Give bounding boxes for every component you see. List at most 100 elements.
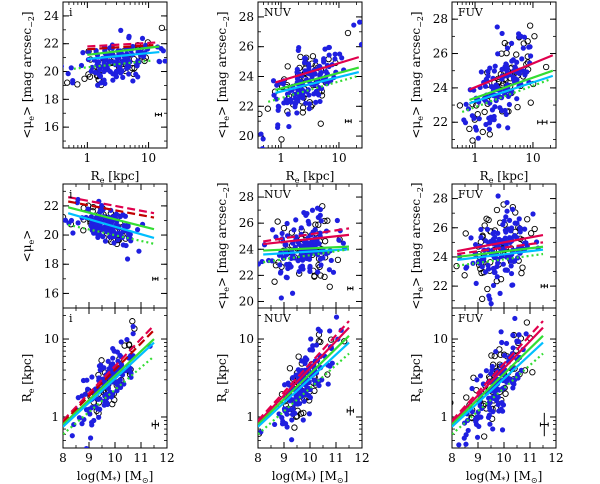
filled-point bbox=[283, 97, 289, 103]
filled-point bbox=[136, 248, 142, 254]
fit-line-blue-solid bbox=[452, 341, 544, 428]
y-tick-label: 10 bbox=[433, 332, 448, 346]
x-tick-label: 11 bbox=[522, 451, 537, 465]
y-tick-label: 28 bbox=[239, 190, 254, 204]
filled-point bbox=[498, 329, 504, 335]
y-tick-label: 20 bbox=[44, 228, 59, 242]
filled-point bbox=[514, 338, 520, 344]
plot-frame bbox=[62, 1, 168, 149]
filled-point bbox=[115, 358, 121, 364]
error-bar bbox=[347, 286, 354, 291]
filled-point bbox=[489, 367, 495, 373]
filled-point bbox=[78, 62, 85, 69]
fit-line-red-solid bbox=[469, 54, 554, 91]
panel-p33: 8 9 10 11 12 1 10 FUV log(M*) [M⊙] Re [kpc] bbox=[409, 307, 564, 484]
filled-point bbox=[118, 339, 124, 345]
fit-line-blue-solid bbox=[457, 248, 544, 261]
filled-point bbox=[303, 100, 309, 106]
filled-point bbox=[325, 381, 331, 387]
filled-point bbox=[130, 323, 136, 330]
filled-point bbox=[117, 70, 124, 76]
filled-point bbox=[63, 217, 69, 223]
filled-point bbox=[500, 221, 506, 228]
filled-point bbox=[323, 68, 329, 75]
filled-point bbox=[134, 227, 141, 233]
filled-point bbox=[118, 362, 125, 368]
filled-point bbox=[332, 51, 338, 57]
filled-point bbox=[363, 37, 368, 42]
open-point bbox=[461, 272, 468, 279]
x-tick-label: 11 bbox=[133, 451, 148, 465]
filled-point bbox=[304, 356, 310, 363]
filled-point bbox=[469, 385, 475, 392]
filled-point bbox=[463, 441, 469, 447]
panel-p23: 22 24 26 28 FUV <μe> [mag arcsec−2] bbox=[409, 182, 557, 310]
band-label: FUV bbox=[458, 6, 484, 19]
filled-point bbox=[111, 240, 117, 246]
fit-line-green-solid bbox=[263, 245, 350, 252]
y-tick-label: 24 bbox=[239, 242, 255, 256]
filled-point bbox=[333, 314, 340, 320]
fit-lines bbox=[63, 324, 155, 436]
y-tick-label: 28 bbox=[239, 10, 254, 24]
filled-point bbox=[472, 242, 479, 248]
open-point bbox=[280, 224, 288, 232]
filled-point bbox=[497, 290, 503, 296]
filled-point bbox=[327, 363, 333, 369]
filled-point bbox=[496, 236, 502, 242]
open-point bbox=[456, 102, 464, 109]
fit-line-green-solid bbox=[63, 338, 155, 426]
filled-point bbox=[120, 74, 126, 81]
fit-line-red-dashed bbox=[452, 320, 544, 422]
filled-point bbox=[282, 382, 288, 388]
x-tick-label: 10 bbox=[496, 451, 511, 465]
fit-line-green-solid bbox=[87, 45, 160, 56]
filled-point bbox=[503, 229, 509, 235]
open-point bbox=[481, 108, 488, 116]
open-point bbox=[527, 22, 534, 29]
y-tick-label: 22 bbox=[433, 279, 448, 293]
filled-point bbox=[516, 332, 522, 338]
x-axis-label: Re [kpc] bbox=[480, 169, 529, 185]
filled-point bbox=[340, 240, 346, 246]
scatter-points bbox=[258, 19, 368, 148]
filled-point bbox=[276, 104, 282, 110]
filled-point bbox=[293, 217, 299, 223]
y-tick-label: 18 bbox=[44, 92, 59, 106]
filled-point bbox=[115, 382, 121, 388]
filled-point bbox=[508, 263, 514, 269]
filled-point bbox=[126, 71, 132, 77]
filled-point bbox=[308, 336, 314, 342]
open-point bbox=[317, 120, 324, 127]
open-point bbox=[291, 424, 298, 431]
filled-point bbox=[105, 358, 111, 364]
filled-point bbox=[317, 230, 323, 236]
fit-line-blue-solid bbox=[87, 50, 160, 61]
open-point bbox=[64, 79, 71, 86]
filled-point bbox=[80, 50, 86, 56]
filled-point bbox=[285, 111, 291, 117]
fit-line-blue-solid bbox=[263, 248, 350, 256]
filled-point bbox=[103, 228, 109, 234]
x-axis-label: log(M*) [M⊙] bbox=[272, 469, 349, 484]
filled-point bbox=[521, 68, 527, 74]
error-bar bbox=[540, 283, 548, 289]
y-tick-label: 22 bbox=[239, 268, 254, 282]
filled-point bbox=[500, 402, 507, 408]
x-tick-label: 12 bbox=[159, 451, 174, 465]
filled-point bbox=[102, 238, 109, 244]
open-point bbox=[271, 278, 278, 285]
filled-point bbox=[296, 268, 302, 275]
filled-point bbox=[279, 230, 285, 237]
open-point bbox=[463, 394, 470, 401]
filled-point bbox=[510, 332, 516, 338]
open-point bbox=[531, 33, 538, 40]
filled-point bbox=[499, 30, 505, 37]
x-axis-label: Re [kpc] bbox=[286, 169, 335, 185]
error-bar bbox=[154, 112, 163, 117]
filled-point bbox=[504, 199, 510, 206]
filled-point bbox=[303, 253, 309, 259]
filled-point bbox=[465, 427, 471, 434]
open-point bbox=[74, 81, 81, 88]
filled-point bbox=[87, 435, 94, 441]
